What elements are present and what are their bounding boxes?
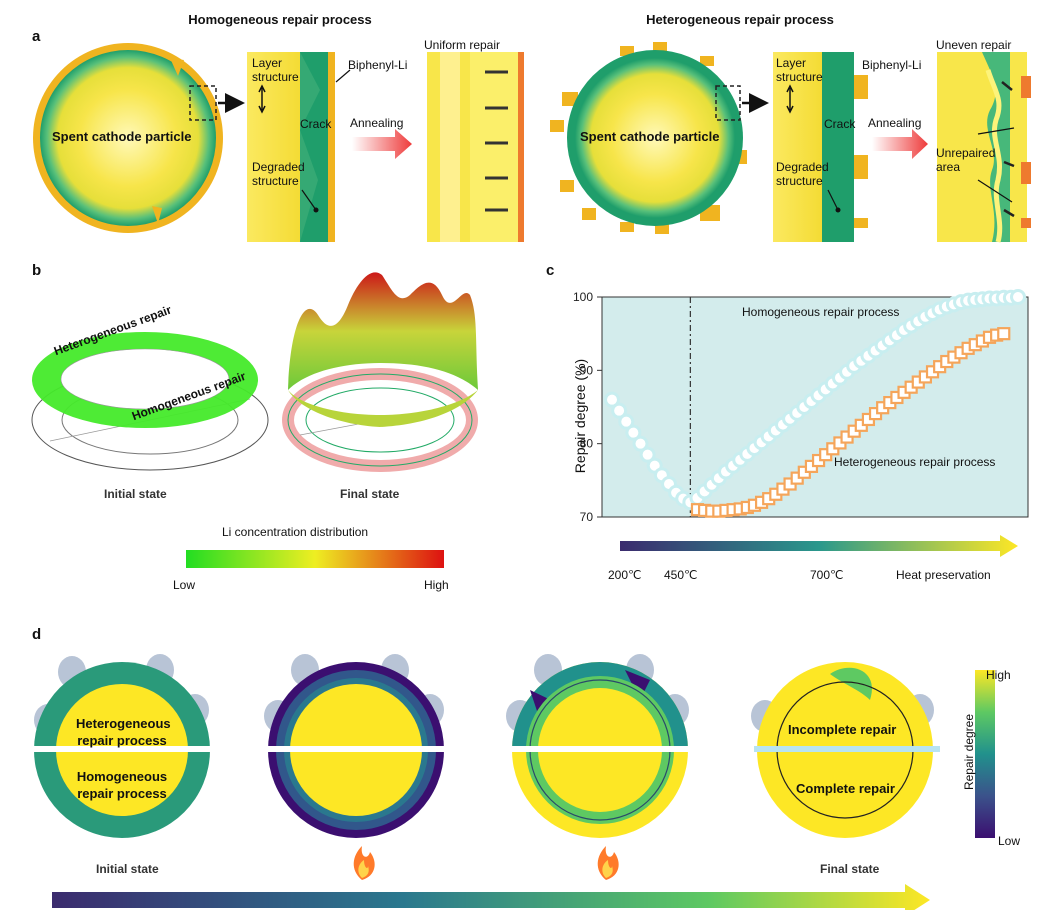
homogeneous-series-label: Homogeneous repair process: [742, 305, 900, 319]
homogeneous-title: Homogeneous repair process: [188, 12, 372, 27]
d-initial-circle: [30, 654, 216, 838]
homogeneous-point: [618, 413, 635, 430]
uniform-repair-label: Uniform repair: [424, 38, 501, 52]
y-tick-label: 90: [580, 363, 594, 377]
li-colorbar-title: Li concentration distribution: [222, 525, 369, 539]
annealing-arrow-right: [872, 129, 928, 159]
flame-icon-2: [597, 846, 619, 880]
repair-colorbar-title: Repair degree: [962, 713, 976, 791]
b-initial-state-label: Initial state: [104, 487, 167, 501]
panel-d-label: d: [32, 626, 42, 643]
annealing-label-right: Annealing: [868, 116, 922, 130]
heterogeneous-point: [997, 327, 1011, 341]
uneven-repair-strip: [937, 52, 1031, 243]
annealing-arrow-left: [352, 129, 412, 159]
d-homogeneous-label: Homogeneous repair process: [76, 769, 168, 801]
homogeneous-particle-label: Spent cathode particle: [52, 129, 192, 144]
li-low-label: Low: [173, 578, 196, 592]
homogeneous-point: [625, 424, 642, 441]
layer-structure-label-right: Layer structure: [776, 56, 823, 84]
panel-d-diagram: [30, 654, 995, 910]
homogeneous-particle: [33, 43, 223, 233]
unrepaired-area-label: Unrepaired area: [936, 146, 996, 174]
homogeneous-point: [1010, 289, 1026, 305]
homogeneous-zoom-strip: [247, 52, 351, 242]
temp-label-200: 200℃: [608, 568, 642, 582]
d-stage3-circle: [506, 654, 694, 838]
c-ylabel: Repair degree (%): [572, 358, 588, 474]
d-initial-state-label: Initial state: [96, 862, 159, 876]
uneven-repair-label: Uneven repair: [936, 38, 1012, 52]
d-progress-arrow: [52, 884, 930, 910]
heterogeneous-particle: [550, 42, 747, 234]
final-state-crown: [282, 272, 478, 472]
heterogeneous-zoom-strip: [773, 52, 868, 242]
degraded-label-right: Degraded structure: [776, 160, 829, 188]
degraded-label-left: Degraded structure: [252, 160, 305, 188]
d-final-circle: [751, 662, 940, 838]
biphenyl-label-left: Biphenyl-Li: [348, 58, 408, 72]
li-high-label: High: [424, 578, 449, 592]
annealing-label-left: Annealing: [350, 116, 404, 130]
y-tick-label: 70: [580, 510, 594, 524]
heterogeneous-title: Heterogeneous repair process: [646, 12, 834, 27]
d-stage2-circle: [264, 654, 450, 838]
repair-low-label: Low: [998, 834, 1021, 848]
d-final-state-label: Final state: [820, 862, 880, 876]
heterogeneous-series-label: Heterogeneous repair process: [834, 455, 996, 469]
d-heterogeneous-label: Heterogeneous repair process: [76, 716, 171, 748]
temperature-arrow: [620, 535, 1018, 557]
panel-a-label: a: [32, 28, 41, 45]
panel-c-label: c: [546, 262, 555, 279]
crack-label-left: Crack: [300, 117, 332, 131]
biphenyl-label-right: Biphenyl-Li: [862, 58, 922, 72]
repair-high-label: High: [986, 668, 1011, 682]
complete-repair-label: Complete repair: [796, 781, 895, 796]
homogeneous-point: [611, 402, 628, 419]
incomplete-repair-label: Incomplete repair: [788, 722, 897, 737]
y-tick-label: 100: [573, 290, 593, 304]
uniform-repair-strip: [427, 52, 524, 242]
homogeneous-point: [639, 446, 656, 463]
li-colorbar: [186, 550, 444, 568]
panel-b-diagram: [31, 272, 478, 568]
temp-label-450: 450℃: [664, 568, 698, 582]
initial-state-ring: [31, 332, 269, 471]
homogeneous-point: [604, 391, 620, 408]
temp-label-700: 700℃: [810, 568, 844, 582]
flame-icon-1: [353, 846, 375, 880]
panel-a-diagram: [33, 42, 1031, 243]
heterogeneous-particle-label: Spent cathode particle: [580, 129, 720, 144]
homogeneous-point: [632, 435, 649, 452]
temp-label-heat: Heat preservation: [896, 568, 991, 582]
repair-colorbar: [975, 670, 995, 838]
layer-structure-label-left: Layer structure: [252, 56, 299, 84]
crack-label-right: Crack: [824, 117, 856, 131]
panel-c-chart: 70 80 90 100: [573, 289, 1029, 557]
b-final-state-label: Final state: [340, 487, 400, 501]
y-tick-label: 80: [580, 437, 594, 451]
panel-b-label: b: [32, 262, 42, 279]
